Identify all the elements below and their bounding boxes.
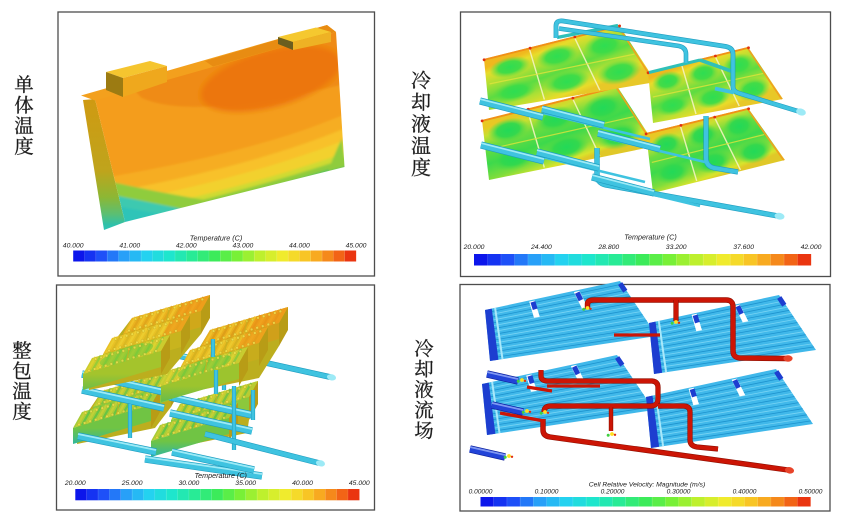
svg-text:43.000: 43.000 [233, 243, 254, 250]
svg-text:25.000: 25.000 [121, 480, 143, 487]
svg-text:24.400: 24.400 [530, 244, 552, 251]
svg-text:0.20000: 0.20000 [601, 489, 625, 496]
svg-text:33.200: 33.200 [666, 244, 687, 251]
svg-text:42.000: 42.000 [801, 244, 822, 251]
svg-text:Temperature (C): Temperature (C) [194, 471, 246, 480]
svg-text:Temperature (C): Temperature (C) [190, 234, 242, 243]
svg-text:Cell Relative Velocity: Magnit: Cell Relative Velocity: Magnitude (m/s) [589, 482, 705, 489]
svg-text:Temperature (C): Temperature (C) [624, 233, 676, 242]
svg-text:0.50000: 0.50000 [799, 489, 823, 496]
svg-text:0.30000: 0.30000 [667, 489, 691, 496]
svg-text:40.000: 40.000 [63, 243, 84, 250]
svg-text:45.000: 45.000 [346, 243, 367, 250]
svg-text:0.40000: 0.40000 [733, 489, 757, 496]
svg-text:0.10000: 0.10000 [535, 489, 559, 496]
svg-text:35.000: 35.000 [235, 480, 256, 487]
svg-text:0.00000: 0.00000 [469, 489, 493, 496]
svg-text:40.000: 40.000 [292, 480, 313, 487]
svg-text:41.000: 41.000 [119, 243, 140, 250]
svg-text:45.000: 45.000 [349, 480, 370, 487]
svg-text:37.600: 37.600 [733, 244, 754, 251]
svg-text:28.800: 28.800 [597, 244, 619, 251]
svg-text:20.000: 20.000 [463, 244, 485, 251]
svg-text:20.000: 20.000 [64, 480, 86, 487]
svg-text:44.000: 44.000 [289, 243, 310, 250]
svg-text:30.000: 30.000 [179, 480, 200, 487]
svg-text:42.000: 42.000 [176, 243, 197, 250]
